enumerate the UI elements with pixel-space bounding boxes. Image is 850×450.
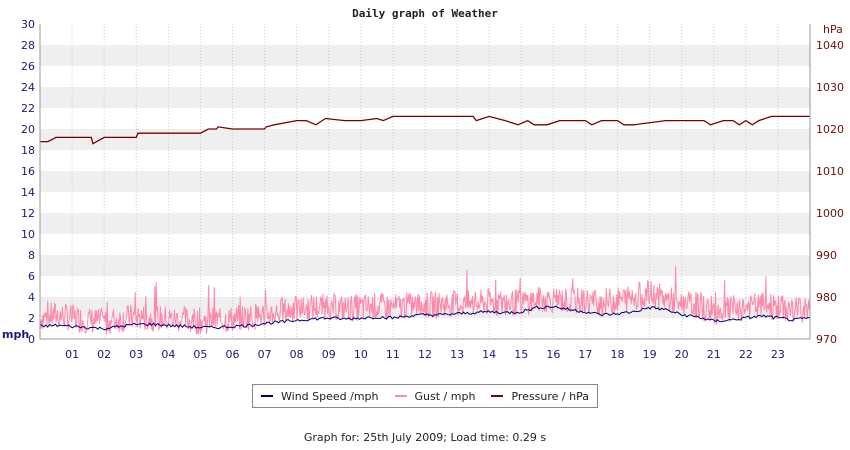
right-axis-unit: hPa	[823, 23, 843, 36]
left-axis-unit: mph	[2, 328, 29, 341]
x-tick-label: 21	[707, 348, 721, 361]
x-tick-label: 16	[546, 348, 560, 361]
x-tick-label: 23	[771, 348, 785, 361]
graph-footer: Graph for: 25th July 2009; Load time: 0.…	[303, 431, 547, 444]
pressure-series	[40, 115, 810, 145]
x-tick-label: 18	[611, 348, 625, 361]
left-tick-label: 22	[21, 102, 35, 115]
chart-legend: Wind Speed /mph Gust / mph Pressure / hP…	[252, 384, 598, 408]
legend-item-wind: Wind Speed /mph	[261, 390, 379, 403]
x-tick-label: 01	[65, 348, 79, 361]
x-tick-label: 02	[97, 348, 111, 361]
left-tick-label: 30	[21, 18, 35, 31]
right-tick-label: 980	[816, 291, 837, 304]
chart-title: Daily graph of Weather	[352, 7, 498, 20]
x-tick-label: 22	[739, 348, 753, 361]
legend-label-pressure: Pressure / hPa	[511, 389, 589, 403]
x-axis-ticks: 01 02 03 04 05 06 07 08 09 10 11 12 13 14 15 16 17 18 19 20…	[65, 348, 785, 361]
x-tick-label: 14	[482, 348, 496, 361]
wind-speed-line	[40, 305, 811, 331]
legend-item-gust: Gust / mph	[394, 389, 476, 403]
wind-swatch	[261, 395, 273, 397]
x-tick-label: 20	[675, 348, 689, 361]
gust-series	[39, 266, 811, 335]
x-tick-label: 19	[643, 348, 657, 361]
gust-swatch	[394, 395, 407, 397]
left-tick-label: 6	[28, 270, 35, 283]
left-tick-label: 28	[21, 39, 35, 52]
x-tick-label: 10	[354, 348, 368, 361]
x-tick-label: 13	[450, 348, 464, 361]
left-tick-label: 2	[28, 312, 35, 325]
left-tick-label: 14	[21, 186, 35, 199]
x-tick-label: 05	[193, 348, 207, 361]
left-tick-label: 4	[28, 291, 35, 304]
left-tick-label: 24	[21, 81, 35, 94]
x-tick-label: 09	[322, 348, 336, 361]
right-tick-label: 1000	[816, 207, 844, 220]
left-tick-label: 12	[21, 207, 35, 220]
right-tick-label: 1040	[816, 39, 844, 52]
x-tick-label: 06	[226, 348, 240, 361]
gust-line	[39, 266, 811, 335]
x-tick-label: 08	[290, 348, 304, 361]
left-tick-label: 8	[28, 249, 35, 262]
pressure-swatch	[491, 395, 504, 397]
x-tick-label: 11	[386, 348, 400, 361]
wind-speed-series	[40, 305, 811, 331]
left-tick-label: 20	[21, 123, 35, 136]
legend-label-gust: Gust / mph	[414, 389, 476, 403]
x-tick-label: 15	[514, 348, 528, 361]
axes	[39, 24, 811, 340]
right-tick-label: 1010	[816, 165, 844, 178]
right-tick-label: 1030	[816, 81, 844, 94]
left-tick-label: 26	[21, 60, 35, 73]
x-tick-label: 04	[161, 348, 175, 361]
left-tick-label: 16	[21, 165, 35, 178]
x-tick-label: 07	[258, 348, 272, 361]
weather-chart: Daily graph of Weather 24681012141618202…	[2, 7, 844, 361]
right-tick-label: 1020	[816, 123, 844, 136]
legend-item-pressure: Pressure / hPa	[491, 390, 589, 403]
x-tick-label: 03	[129, 348, 143, 361]
pressure-line	[40, 115, 810, 145]
right-tick-label: 990	[816, 249, 837, 262]
left-tick-label: 10	[21, 228, 35, 241]
left-tick-label: 18	[21, 144, 35, 157]
legend-label-wind: Wind Speed /mph	[281, 389, 379, 403]
x-tick-label: 12	[418, 348, 432, 361]
right-axis-ticks: 970 980 990 1000 1010 1020 1030 1040	[816, 39, 844, 346]
left-tick-label: 0	[28, 333, 35, 346]
x-tick-label: 17	[578, 348, 592, 361]
right-tick-label: 970	[816, 333, 837, 346]
